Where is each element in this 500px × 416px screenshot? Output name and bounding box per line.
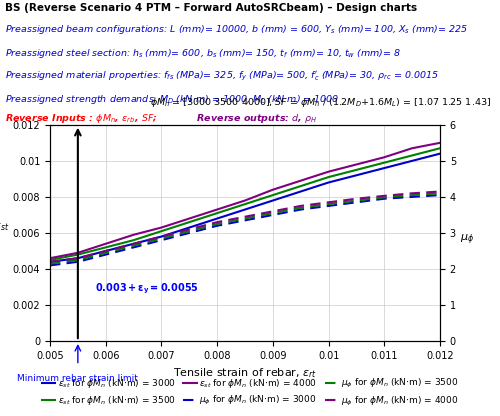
Text: Minimum rebar strain limit: Minimum rebar strain limit xyxy=(18,374,138,384)
Text: $\phi M_n$ = [3000 3500 4000], $SF$ = $\phi M_n$ / (1.2$M_D$+1.6$M_L$) = [1.07 1: $\phi M_n$ = [3000 3500 4000], $SF$ = $\… xyxy=(150,96,491,109)
Legend: $\varepsilon_{st}$ for $\phi M_n$ (kN$\cdot$m) = 3000, $\varepsilon_{st}$ for $\: $\varepsilon_{st}$ for $\phi M_n$ (kN$\c… xyxy=(38,373,462,411)
Text: BS (Reverse Scenario 4 PTM – Forward AutoSRCbeam) – Design charts: BS (Reverse Scenario 4 PTM – Forward Aut… xyxy=(5,3,417,13)
Text: Reverse Inputs : $\phi M_n$, $\varepsilon_{rb}$, $SF$;: Reverse Inputs : $\phi M_n$, $\varepsilo… xyxy=(5,112,158,125)
Text: Preassigned strength demands: $M_D$ (kN·m) = 1000, $M_L$ (kN·m) = 1000: Preassigned strength demands: $M_D$ (kN·… xyxy=(5,93,340,106)
Text: Preassigned material properties: $f_{fs}$ (MPa)= 325, $f_y$ (MPa)= 500, $f_c^{\p: Preassigned material properties: $f_{fs}… xyxy=(5,70,439,83)
Y-axis label: $\varepsilon_{st}$: $\varepsilon_{st}$ xyxy=(0,221,9,233)
X-axis label: Tensile strain of rebar, $\varepsilon_{rt}$: Tensile strain of rebar, $\varepsilon_{r… xyxy=(173,366,317,380)
Text: $\mathbf{0.003+\varepsilon_y = 0.0055}$: $\mathbf{0.003+\varepsilon_y = 0.0055}$ xyxy=(94,282,198,296)
Text: Preassigned steel section: $h_s$ (mm)= 600, $b_s$ (mm)= 150, $t_f$ (mm)= 10, $t_: Preassigned steel section: $h_s$ (mm)= 6… xyxy=(5,47,401,59)
Text: Reverse outputs: $d$, $\rho_H$: Reverse outputs: $d$, $\rho_H$ xyxy=(190,112,318,125)
Text: Preassigned beam configurations: $L$ (mm)= 10000, $b$ (mm) = 600, $Y_s$ (mm)= 10: Preassigned beam configurations: $L$ (mm… xyxy=(5,23,468,36)
Y-axis label: $\mu_{\phi}$: $\mu_{\phi}$ xyxy=(460,233,474,248)
